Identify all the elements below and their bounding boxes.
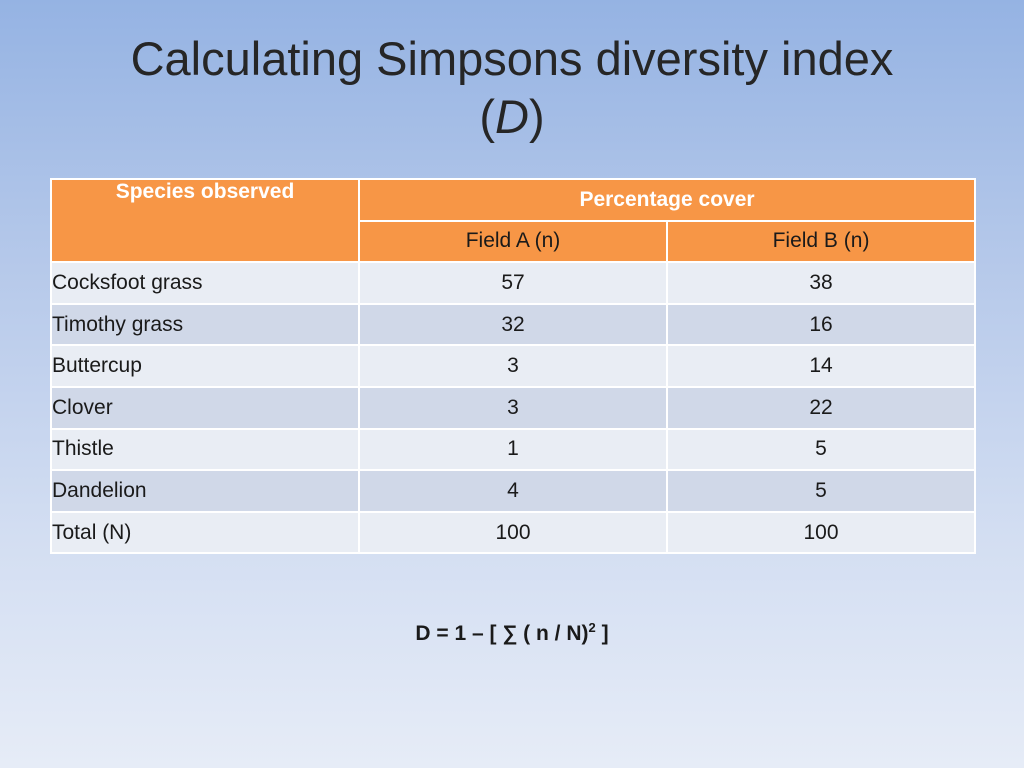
table-row: Dandelion 4 5 [50, 469, 977, 513]
species-name: Timothy grass [50, 302, 360, 347]
field-b-value: 38 [665, 261, 977, 305]
field-b-value: 5 [665, 469, 977, 513]
field-a-value: 3 [358, 385, 668, 430]
title-line-1: Calculating Simpsons diversity index [130, 32, 894, 85]
species-name: Thistle [50, 427, 360, 472]
formula-close: ] [595, 622, 609, 645]
table-row: Cocksfoot grass 57 38 [50, 261, 977, 305]
header-percentage-cover: Percentage cover [357, 178, 977, 222]
title-symbol: D [495, 90, 529, 143]
table-row: Buttercup 3 14 [50, 344, 977, 388]
field-a-value: 4 [358, 469, 668, 513]
field-b-value: 100 [665, 510, 977, 555]
field-b-value: 22 [665, 385, 977, 430]
table-row: Timothy grass 32 16 [50, 302, 977, 347]
species-name: Total (N) [50, 510, 360, 555]
title-line-2: (D) [60, 88, 964, 146]
species-name: Clover [50, 385, 360, 430]
field-a-value: 57 [358, 261, 668, 305]
field-a-value: 1 [358, 427, 668, 472]
title-paren-open: ( [479, 90, 496, 143]
field-a-value: 3 [358, 344, 668, 388]
header-field-a: Field A (n) [358, 219, 668, 264]
field-b-value: 16 [665, 302, 977, 347]
header-species-observed: Species observed [50, 177, 360, 264]
species-name: Dandelion [50, 469, 360, 513]
formula-exponent: 2 [588, 620, 596, 635]
simpson-formula: D = 1 – [ ∑ ( n / N)2 ] [0, 620, 1024, 646]
field-b-value: 14 [665, 344, 977, 388]
slide-title: Calculating Simpsons diversity index (D) [60, 30, 964, 146]
species-name: Cocksfoot grass [50, 261, 360, 305]
species-table: Species observed Percentage cover Field … [50, 177, 977, 555]
header-field-b: Field B (n) [665, 219, 977, 264]
field-a-value: 100 [358, 510, 668, 555]
formula-main: D = 1 – [ ∑ ( n / N) [415, 622, 589, 645]
species-name: Buttercup [50, 344, 360, 388]
table-row: Clover 3 22 [50, 385, 977, 430]
field-b-value: 5 [665, 427, 977, 472]
title-paren-close: ) [528, 90, 545, 143]
table-row-total: Total (N) 100 100 [50, 510, 977, 555]
field-a-value: 32 [358, 302, 668, 347]
table-row: Thistle 1 5 [50, 427, 977, 472]
